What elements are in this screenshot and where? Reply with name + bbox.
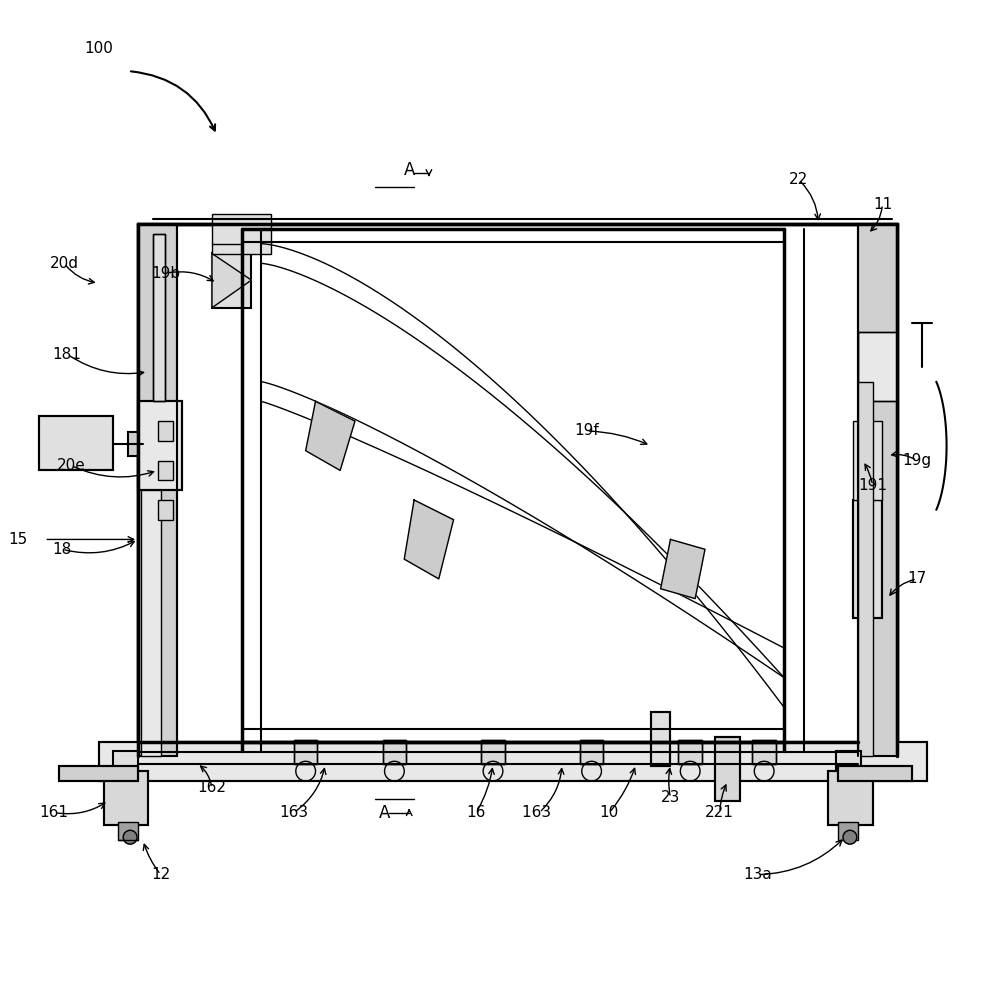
Text: A: A (379, 804, 390, 822)
Polygon shape (212, 253, 251, 308)
Text: 16: 16 (466, 805, 486, 820)
Bar (138, 401, 182, 490)
Text: 19f: 19f (574, 423, 599, 438)
Bar (158, 421, 173, 441)
Bar (128, 432, 148, 456)
Bar (853, 421, 882, 500)
Bar (828, 771, 873, 825)
Bar (481, 740, 505, 764)
Text: A: A (403, 161, 415, 179)
Bar (383, 740, 406, 764)
Bar (853, 500, 882, 618)
Text: 100: 100 (84, 41, 113, 56)
Bar (99, 742, 927, 781)
Text: 19b: 19b (151, 266, 180, 281)
Bar (104, 771, 148, 825)
Bar (153, 234, 165, 401)
Bar (858, 382, 873, 756)
Polygon shape (404, 500, 454, 579)
Text: 11: 11 (873, 197, 892, 212)
Text: 10: 10 (599, 805, 619, 820)
Text: 20e: 20e (56, 458, 86, 473)
Bar (580, 740, 603, 764)
Text: 22: 22 (789, 172, 809, 187)
Bar (580, 740, 603, 764)
Text: 181: 181 (52, 347, 82, 362)
Bar (212, 214, 271, 253)
Polygon shape (661, 539, 705, 599)
Bar (715, 737, 740, 801)
Bar (858, 224, 897, 756)
Bar (828, 771, 873, 825)
Bar (838, 766, 912, 781)
Bar (383, 740, 406, 764)
Bar (104, 771, 148, 825)
Bar (212, 253, 251, 308)
Bar (651, 712, 670, 766)
Text: 221: 221 (705, 805, 735, 820)
Bar (481, 740, 505, 764)
Text: 163: 163 (279, 805, 309, 820)
Bar (138, 224, 897, 756)
Text: 162: 162 (197, 780, 227, 795)
Bar (39, 416, 113, 470)
Bar (678, 740, 702, 764)
Text: 163: 163 (523, 805, 556, 820)
Bar (752, 740, 776, 764)
Bar (294, 740, 317, 764)
Bar (715, 737, 740, 801)
Polygon shape (306, 401, 355, 470)
Text: 17: 17 (907, 571, 927, 586)
Bar (838, 822, 858, 840)
Bar (158, 461, 173, 480)
Text: 13a: 13a (742, 867, 772, 882)
Bar (838, 766, 912, 781)
Bar (99, 742, 927, 781)
Text: 19g: 19g (902, 453, 932, 468)
Circle shape (843, 830, 857, 844)
Bar (858, 332, 897, 401)
Bar (39, 416, 113, 470)
Text: 161: 161 (39, 805, 69, 820)
Text: 18: 18 (52, 542, 72, 557)
Bar (836, 751, 861, 771)
Text: 15: 15 (8, 532, 28, 547)
Bar (678, 740, 702, 764)
Bar (858, 332, 897, 401)
Text: 12: 12 (151, 867, 171, 882)
Bar (752, 740, 776, 764)
Bar (138, 401, 182, 490)
Text: 23: 23 (661, 790, 680, 805)
Text: 20d: 20d (49, 256, 79, 271)
Bar (853, 500, 882, 618)
Bar (138, 224, 177, 756)
Bar (294, 740, 317, 764)
Bar (59, 766, 138, 781)
Bar (158, 500, 173, 520)
Bar (651, 712, 670, 766)
Bar (141, 490, 161, 756)
Bar (59, 766, 138, 781)
Bar (153, 234, 165, 401)
Bar (113, 751, 138, 771)
Bar (118, 822, 138, 840)
Text: 191: 191 (858, 478, 887, 493)
Circle shape (123, 830, 137, 844)
